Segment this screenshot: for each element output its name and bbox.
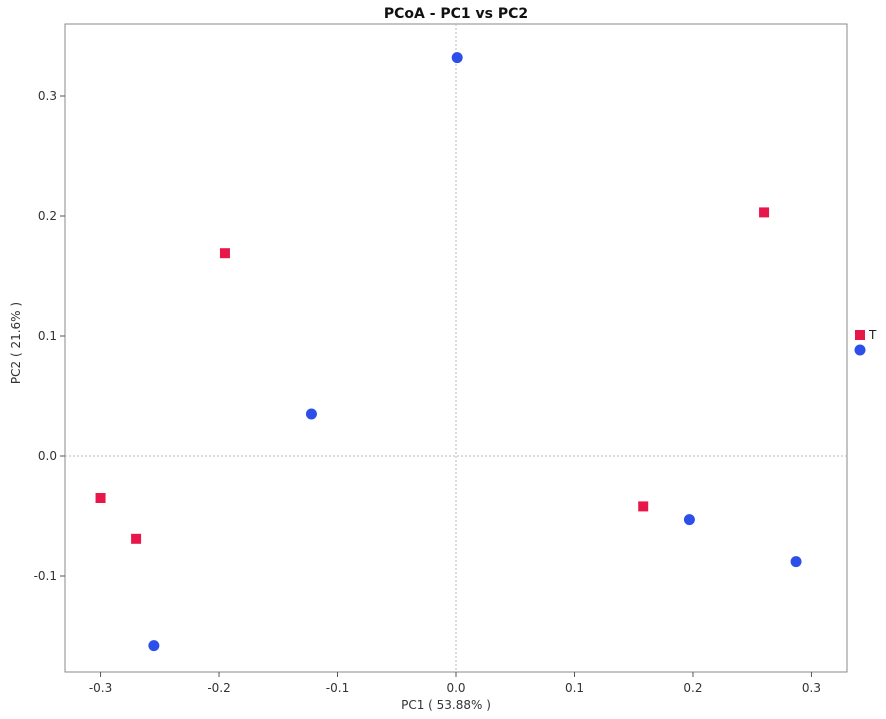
y-tick-label: 0.0 xyxy=(38,449,57,463)
x-tick-label: 0.0 xyxy=(446,681,465,695)
y-tick-label: 0.2 xyxy=(38,209,57,223)
legend-marker-circle xyxy=(854,344,866,356)
y-axis-label: PC2 ( 21.6% ) xyxy=(9,302,23,384)
x-axis-ticks: -0.3 -0.2 -0.1 0.0 0.1 0.2 0.3 xyxy=(89,672,821,695)
data-point-circle xyxy=(305,408,317,420)
x-tick-label: 0.2 xyxy=(683,681,702,695)
zero-lines xyxy=(65,24,847,672)
legend: T xyxy=(854,328,877,356)
x-axis-label: PC1 ( 53.88% ) xyxy=(401,698,491,712)
y-tick-label: 0.1 xyxy=(38,329,57,343)
data-point-square xyxy=(131,533,142,544)
data-points xyxy=(95,52,802,652)
y-tick-label: 0.3 xyxy=(38,89,57,103)
x-tick-label: -0.2 xyxy=(207,681,230,695)
x-tick-label: -0.3 xyxy=(89,681,112,695)
data-point-square xyxy=(638,501,649,512)
x-tick-label: -0.1 xyxy=(326,681,349,695)
legend-label: T xyxy=(868,328,877,342)
legend-marker-square xyxy=(855,330,865,340)
data-point-circle xyxy=(790,556,802,568)
data-point-circle xyxy=(451,52,463,64)
data-point-square xyxy=(95,493,106,503)
data-point-square xyxy=(219,248,230,259)
y-tick-label: -0.1 xyxy=(34,569,57,583)
data-point-circle xyxy=(148,640,160,652)
x-tick-label: 0.3 xyxy=(802,681,821,695)
chart-title: PCoA - PC1 vs PC2 xyxy=(384,6,528,22)
data-point-circle xyxy=(683,514,695,526)
data-point-square xyxy=(759,207,770,218)
y-axis-ticks: -0.1 0.0 0.1 0.2 0.3 xyxy=(34,89,65,583)
x-tick-label: 0.1 xyxy=(565,681,584,695)
